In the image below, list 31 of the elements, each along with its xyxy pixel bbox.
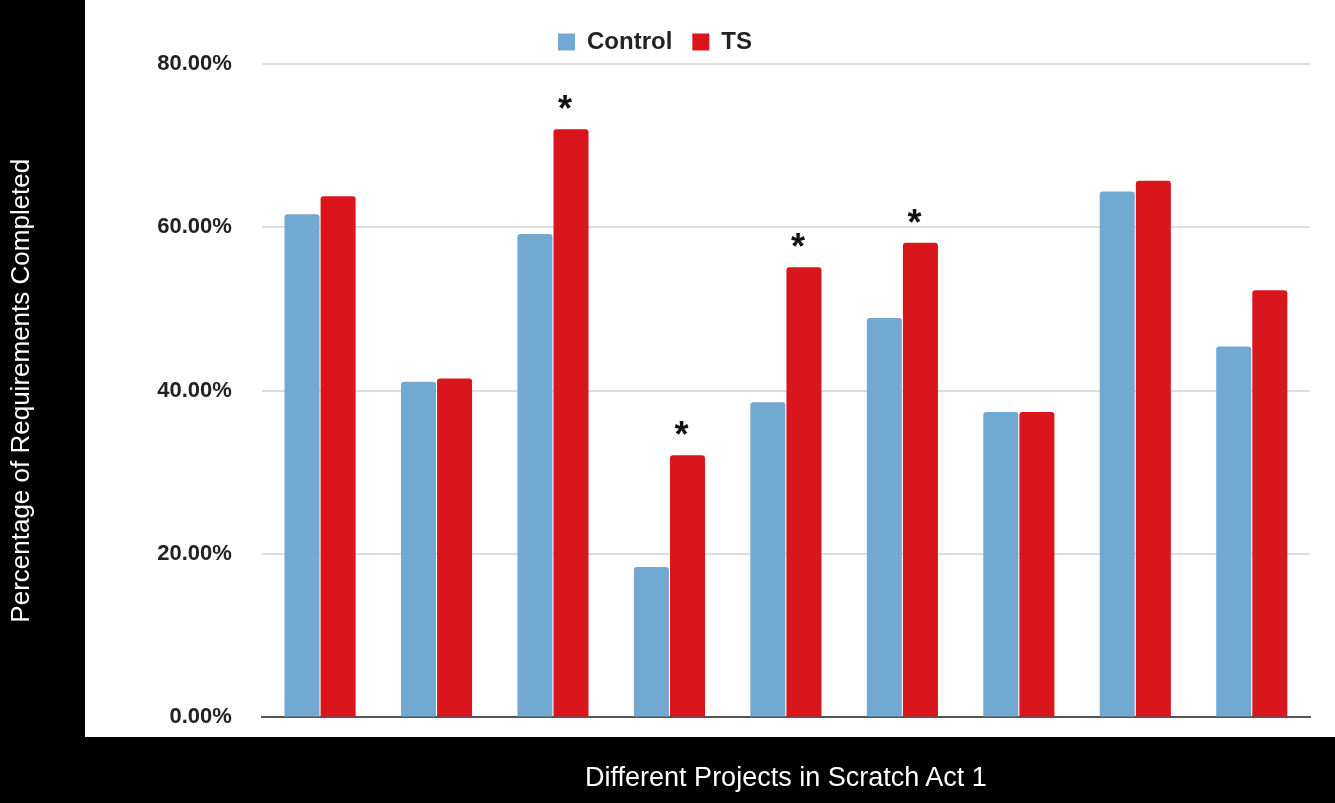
data-label: * bbox=[558, 88, 573, 130]
bar bbox=[1252, 290, 1288, 717]
y-tick-label: 0.00% bbox=[169, 703, 232, 729]
bar bbox=[866, 318, 902, 717]
y-tick-label: 60.00% bbox=[157, 213, 232, 239]
bar bbox=[750, 402, 786, 717]
bar bbox=[902, 242, 938, 717]
bar bbox=[633, 567, 669, 717]
y-axis-title: Percentage of Requirements Completed bbox=[4, 158, 35, 623]
x-axis-title: Different Projects in Scratch Act 1 bbox=[585, 762, 987, 793]
y-tick-label: 20.00% bbox=[157, 540, 232, 566]
bar bbox=[320, 196, 356, 717]
y-tick-label: 40.00% bbox=[157, 376, 232, 402]
bar bbox=[517, 233, 553, 717]
bar bbox=[1216, 346, 1252, 717]
bar bbox=[1019, 411, 1055, 717]
data-label: * bbox=[907, 201, 922, 243]
legend-label: TS bbox=[721, 26, 752, 54]
bar bbox=[983, 411, 1019, 717]
legend-label: Control bbox=[587, 26, 673, 54]
data-label: * bbox=[790, 226, 805, 268]
bar bbox=[786, 267, 822, 717]
y-tick-label: 80.00% bbox=[157, 50, 232, 76]
data-label: * bbox=[674, 414, 689, 456]
bar bbox=[1135, 180, 1171, 717]
bar bbox=[437, 378, 473, 717]
bar bbox=[669, 455, 706, 717]
bar bbox=[1099, 191, 1135, 717]
bar bbox=[400, 381, 436, 717]
bar bbox=[553, 129, 589, 717]
bar bbox=[284, 214, 320, 717]
